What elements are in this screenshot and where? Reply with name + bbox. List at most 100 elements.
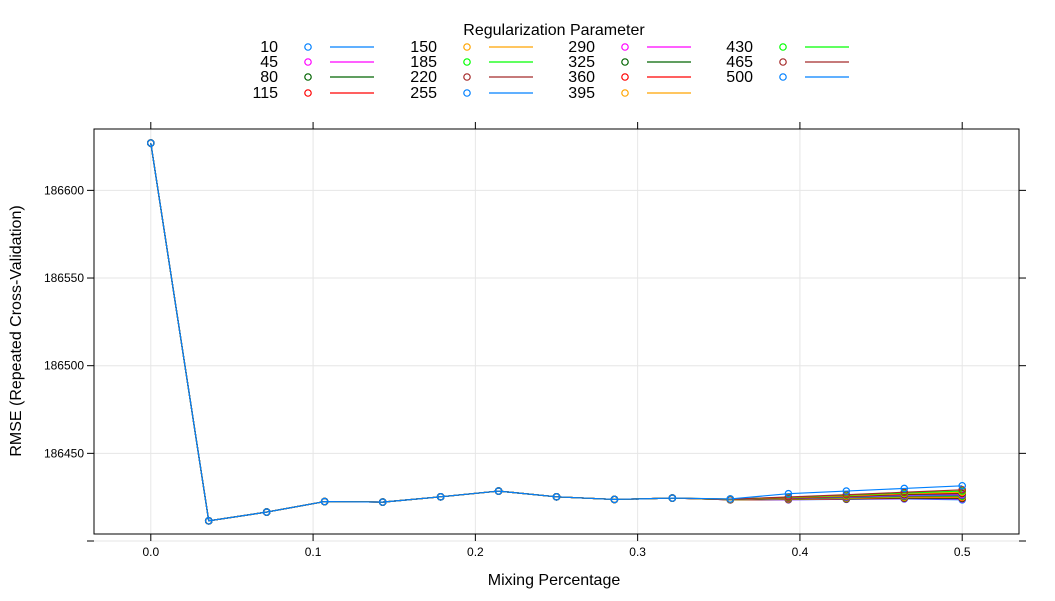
legend-point-swatch <box>779 43 787 51</box>
legend-point-swatch <box>304 43 312 51</box>
x-axis-label: Mixing Percentage <box>488 572 621 589</box>
gridlines <box>94 129 1019 542</box>
legend-entry-10: 10 <box>260 39 374 56</box>
data-point <box>842 487 851 495</box>
legend-point-swatch <box>621 43 629 51</box>
series-line <box>150 142 963 522</box>
series-line <box>150 142 963 522</box>
data-point <box>958 486 967 494</box>
legend-entry-430: 430 <box>726 39 849 56</box>
series-line <box>150 142 963 522</box>
series-line <box>150 142 963 522</box>
legend-entry-360: 360 <box>568 69 691 86</box>
legend-label: 430 <box>726 39 753 56</box>
legend-point-swatch <box>304 58 312 66</box>
y-axis-label: RMSE (Repeated Cross-Validation) <box>8 205 25 456</box>
legend-entry-465: 465 <box>726 54 849 71</box>
legend-entry-115: 115 <box>252 85 374 102</box>
x-tick-label: 0.1 <box>305 545 322 559</box>
legend-label: 255 <box>410 85 437 102</box>
legend-label: 325 <box>568 54 595 71</box>
legend-point-swatch <box>779 58 787 66</box>
series-line <box>150 142 963 522</box>
series-430 <box>146 139 967 525</box>
data-point <box>204 517 213 525</box>
legend-label: 80 <box>260 69 278 86</box>
series-line <box>150 142 963 522</box>
x-tick-label: 0.0 <box>142 545 159 559</box>
series-layer <box>146 139 967 525</box>
legend-point-swatch <box>463 58 471 66</box>
legend-point-swatch <box>304 73 312 81</box>
legend-label: 45 <box>260 54 278 71</box>
data-point <box>900 484 909 493</box>
data-point <box>146 139 155 147</box>
legend-label: 465 <box>726 54 753 71</box>
series-line <box>150 142 963 522</box>
legend-entry-80: 80 <box>260 69 374 86</box>
legend-entry-150: 150 <box>410 39 533 56</box>
legend-point-swatch <box>463 73 471 81</box>
series-45 <box>146 139 967 525</box>
legend-label: 360 <box>568 69 595 86</box>
x-tick-label: 0.2 <box>467 545 484 559</box>
legend-point-swatch <box>621 73 629 81</box>
legend-point-swatch <box>463 43 471 51</box>
data-point <box>610 495 619 504</box>
legend-entry-290: 290 <box>568 39 691 56</box>
legend-entry-325: 325 <box>568 54 691 71</box>
legend-label: 220 <box>410 69 437 86</box>
data-point <box>900 488 909 497</box>
legend-point-swatch <box>463 89 471 97</box>
plot-frame <box>93 128 1020 535</box>
series-line <box>150 142 963 522</box>
legend-entry-220: 220 <box>410 69 533 86</box>
series-115 <box>146 139 967 525</box>
x-tick-label: 0.4 <box>792 545 809 559</box>
series-500 <box>146 139 967 525</box>
data-point <box>958 481 967 490</box>
series-line <box>150 142 963 522</box>
legend-label: 395 <box>568 85 595 102</box>
data-point <box>494 487 503 495</box>
legend-entry-500: 500 <box>726 69 849 86</box>
legend-title: Regularization Parameter <box>463 22 645 39</box>
data-point <box>726 495 735 503</box>
series-line <box>150 142 963 522</box>
y-tick-label: 186600 <box>44 183 84 197</box>
data-point <box>668 494 677 502</box>
x-tick-label: 0.3 <box>629 545 646 559</box>
series-325 <box>146 139 967 525</box>
x-tick-label: 0.5 <box>954 545 971 559</box>
data-point <box>552 493 561 501</box>
series-line <box>150 142 963 522</box>
series-465 <box>146 139 967 525</box>
series-395 <box>146 139 967 525</box>
legend-label: 150 <box>410 39 437 56</box>
series-360 <box>146 139 967 525</box>
data-point <box>262 508 271 516</box>
series-290 <box>146 139 967 525</box>
series-line <box>150 142 963 522</box>
legend-point-swatch <box>621 58 629 66</box>
data-point <box>436 493 445 501</box>
legend-entry-45: 45 <box>260 54 374 71</box>
data-point <box>784 489 793 498</box>
legend-label: 500 <box>726 69 753 86</box>
series-185 <box>146 139 967 525</box>
legend-label: 115 <box>252 85 278 102</box>
y-tick-label: 186550 <box>44 271 84 285</box>
series-220 <box>146 139 967 525</box>
series-line <box>150 142 963 522</box>
legend-label: 185 <box>410 54 437 71</box>
series-line <box>150 142 963 522</box>
legend-point-swatch <box>779 73 787 81</box>
data-point <box>378 498 387 506</box>
y-tick-label: 186500 <box>44 359 84 373</box>
legend-point-swatch <box>304 89 312 97</box>
legend-entry-395: 395 <box>568 85 691 102</box>
series-150 <box>146 139 967 525</box>
series-255 <box>146 139 967 525</box>
